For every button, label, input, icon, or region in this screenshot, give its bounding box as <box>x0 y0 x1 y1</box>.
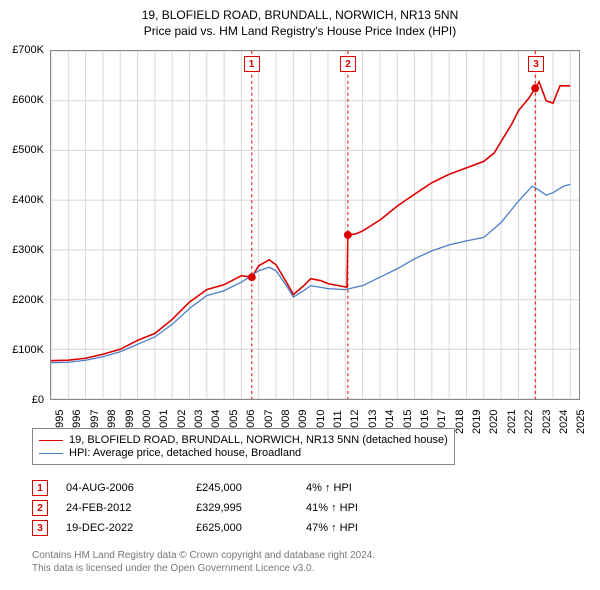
legend-item-hpi: HPI: Average price, detached house, Broa… <box>39 447 448 459</box>
legend: 19, BLOFIELD ROAD, BRUNDALL, NORWICH, NR… <box>32 428 455 465</box>
y-tick-label: £200K <box>2 294 44 306</box>
sale-pct: 41% ↑ HPI <box>306 502 358 514</box>
legend-item-property: 19, BLOFIELD ROAD, BRUNDALL, NORWICH, NR… <box>39 434 448 446</box>
sale-number-box: 1 <box>32 480 48 496</box>
x-tick-label: 2018 <box>454 410 466 434</box>
legend-label-property: 19, BLOFIELD ROAD, BRUNDALL, NORWICH, NR… <box>69 434 448 446</box>
sale-row-1: 1 04-AUG-2006 £245,000 4% ↑ HPI <box>32 480 358 496</box>
x-tick-label: 2023 <box>541 410 553 434</box>
plot-svg <box>51 51 579 399</box>
x-tick-label: 2019 <box>471 410 483 434</box>
y-tick-label: £500K <box>2 144 44 156</box>
sale-row-3: 3 19-DEC-2022 £625,000 47% ↑ HPI <box>32 520 358 536</box>
x-tick-label: 2022 <box>523 410 535 434</box>
y-tick-label: £100K <box>2 344 44 356</box>
sales-table: 1 04-AUG-2006 £245,000 4% ↑ HPI 2 24-FEB… <box>32 476 358 540</box>
sale-number-box: 2 <box>32 500 48 516</box>
attribution-line-1: Contains HM Land Registry data © Crown c… <box>32 550 375 563</box>
y-tick-label: £600K <box>2 94 44 106</box>
chart-titles: 19, BLOFIELD ROAD, BRUNDALL, NORWICH, NR… <box>0 0 600 38</box>
sale-date: 04-AUG-2006 <box>66 482 196 494</box>
sale-marker-box: 1 <box>244 56 260 72</box>
plot-box <box>50 50 580 400</box>
sale-pct: 4% ↑ HPI <box>306 482 352 494</box>
y-tick-label: £400K <box>2 194 44 206</box>
sale-price: £625,000 <box>196 522 306 534</box>
chart-container: 19, BLOFIELD ROAD, BRUNDALL, NORWICH, NR… <box>0 0 600 590</box>
sale-price: £245,000 <box>196 482 306 494</box>
x-tick-label: 2025 <box>575 410 587 434</box>
y-tick-label: £700K <box>2 44 44 56</box>
sale-marker-box: 2 <box>340 56 356 72</box>
legend-label-hpi: HPI: Average price, detached house, Broa… <box>69 447 301 459</box>
x-tick-label: 2021 <box>506 410 518 434</box>
attribution: Contains HM Land Registry data © Crown c… <box>32 550 375 575</box>
legend-swatch-hpi <box>39 453 63 454</box>
sale-date: 19-DEC-2022 <box>66 522 196 534</box>
plot-area: £0£100K£200K£300K£400K£500K£600K£700K199… <box>50 50 580 400</box>
chart-title-subtitle: Price paid vs. HM Land Registry's House … <box>0 24 600 38</box>
sale-number-box: 3 <box>32 520 48 536</box>
legend-swatch-property <box>39 440 63 441</box>
x-tick-label: 2024 <box>558 410 570 434</box>
sale-pct: 47% ↑ HPI <box>306 522 358 534</box>
y-tick-label: £0 <box>2 394 44 406</box>
x-tick-label: 2020 <box>488 410 500 434</box>
attribution-line-2: This data is licensed under the Open Gov… <box>32 563 375 576</box>
y-tick-label: £300K <box>2 244 44 256</box>
sale-row-2: 2 24-FEB-2012 £329,995 41% ↑ HPI <box>32 500 358 516</box>
chart-title-address: 19, BLOFIELD ROAD, BRUNDALL, NORWICH, NR… <box>0 8 600 22</box>
sale-marker-box: 3 <box>528 56 544 72</box>
sale-date: 24-FEB-2012 <box>66 502 196 514</box>
sale-price: £329,995 <box>196 502 306 514</box>
